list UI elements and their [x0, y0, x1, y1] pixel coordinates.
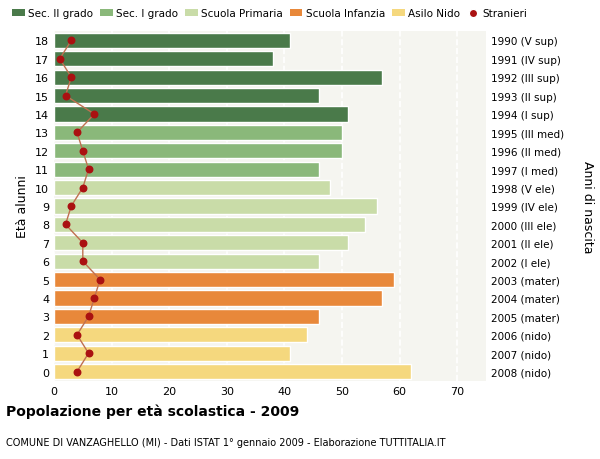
Point	[61, 221, 70, 229]
Bar	[54, 291, 382, 306]
Bar	[54, 52, 273, 67]
Bar	[54, 107, 348, 122]
Bar	[54, 162, 319, 177]
Point	[84, 350, 94, 357]
Point	[95, 276, 105, 284]
Point	[72, 129, 82, 137]
Point	[84, 166, 94, 174]
Bar	[54, 346, 290, 361]
Bar	[54, 34, 290, 49]
Bar	[54, 218, 365, 232]
Bar	[54, 71, 382, 85]
Point	[67, 38, 76, 45]
Bar	[54, 309, 319, 324]
Bar	[54, 126, 342, 140]
Point	[89, 295, 99, 302]
Bar	[54, 254, 319, 269]
Bar	[54, 199, 377, 214]
Text: Popolazione per età scolastica - 2009: Popolazione per età scolastica - 2009	[6, 404, 299, 419]
Bar	[54, 89, 319, 104]
Point	[67, 203, 76, 210]
Y-axis label: Età alunni: Età alunni	[16, 175, 29, 238]
Bar	[54, 181, 331, 196]
Bar	[54, 364, 411, 379]
Bar	[54, 273, 394, 287]
Text: COMUNE DI VANZAGHELLO (MI) - Dati ISTAT 1° gennaio 2009 - Elaborazione TUTTITALI: COMUNE DI VANZAGHELLO (MI) - Dati ISTAT …	[6, 437, 445, 447]
Legend: Sec. II grado, Sec. I grado, Scuola Primaria, Scuola Infanzia, Asilo Nido, Stran: Sec. II grado, Sec. I grado, Scuola Prim…	[8, 5, 532, 23]
Point	[89, 111, 99, 118]
Point	[72, 368, 82, 375]
Point	[78, 148, 88, 155]
Y-axis label: Anni di nascita: Anni di nascita	[581, 160, 593, 253]
Bar	[54, 236, 348, 251]
Point	[61, 93, 70, 100]
Point	[78, 240, 88, 247]
Point	[55, 56, 65, 63]
Point	[72, 331, 82, 339]
Point	[78, 258, 88, 265]
Point	[67, 74, 76, 82]
Bar	[54, 144, 342, 159]
Point	[78, 185, 88, 192]
Bar	[54, 328, 307, 342]
Point	[84, 313, 94, 320]
